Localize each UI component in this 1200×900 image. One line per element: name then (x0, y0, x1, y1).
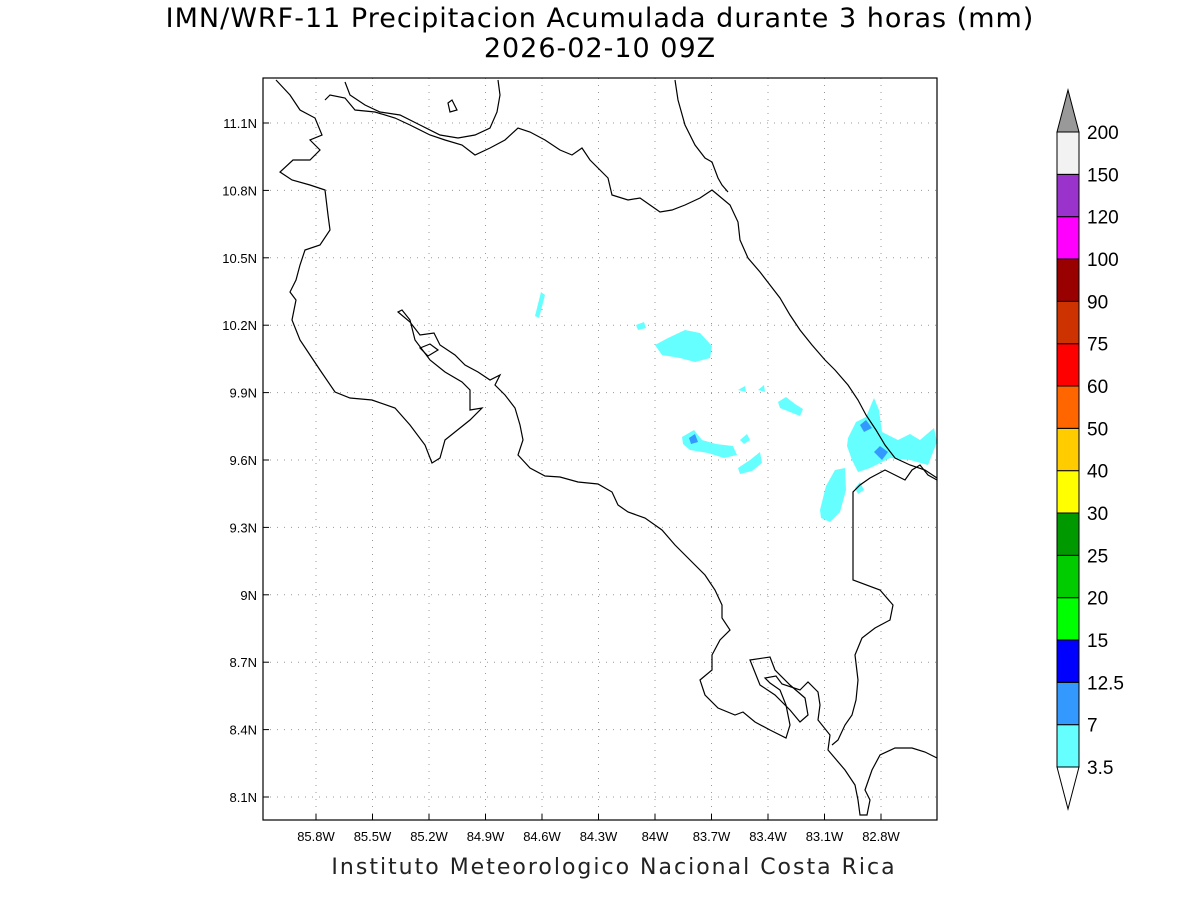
lat-tick-label: 8.1N (230, 790, 257, 805)
san-juan-river (344, 79, 501, 139)
pacific-coastline (275, 79, 938, 816)
map-footer-credit: Instituto Meteorologico Nacional Costa R… (331, 855, 897, 880)
lat-tick-label: 11.1N (223, 116, 257, 131)
colorbar-swatch (1056, 216, 1080, 260)
osa-peninsula-coast (749, 656, 809, 723)
latitude-axis: 8.1N 8.4N 8.7N 9N 9.3N 9.6N 9.9N 10.2N 10.5N 10.8… (222, 116, 269, 805)
precip-area-central-6 (778, 397, 803, 416)
colorbar-swatch (1056, 724, 1080, 768)
colorbar-swatch (1056, 300, 1080, 345)
precip-area-moderate-2 (874, 446, 888, 460)
lon-tick-label: 82.8W (862, 829, 900, 844)
colorbar-label: 25 (1087, 546, 1108, 567)
lat-tick-label: 9.9N (230, 386, 257, 401)
lat-tick-label: 9.6N (230, 453, 257, 468)
lat-tick-label: 9N (240, 588, 257, 603)
colorbar-label: 120 (1087, 208, 1119, 229)
lake-island (447, 99, 458, 113)
colorbar-over-arrow (1056, 88, 1080, 133)
colorbar-label: 75 (1087, 335, 1108, 356)
colorbar-swatch (1056, 681, 1080, 726)
colorbar-label: 30 (1087, 504, 1108, 525)
colorbar-label: 3.5 (1087, 758, 1113, 779)
colorbar-label: 150 (1087, 165, 1119, 186)
lon-tick-label: 83.4W (749, 829, 787, 844)
colorbar-swatch (1056, 512, 1080, 556)
colorbar-swatch (1056, 554, 1080, 599)
colorbar-label: 7 (1087, 716, 1098, 737)
lon-tick-label: 85.5W (354, 829, 392, 844)
precip-area-caribbean-1 (820, 468, 846, 522)
colorbar-label: 15 (1087, 631, 1108, 652)
lon-tick-label: 84.3W (580, 829, 618, 844)
colorbar-swatch (1056, 343, 1080, 387)
map-title: IMN/WRF-11 Precipitacion Acumulada duran… (165, 3, 1035, 34)
colorbar-swatch (1056, 173, 1080, 218)
lon-tick-label: 84.6W (523, 829, 561, 844)
caribbean-coast (674, 79, 729, 193)
colorbar-swatch (1056, 385, 1080, 429)
precip-area-central-1 (655, 330, 712, 362)
colorbar-swatch (1056, 427, 1080, 472)
colorbar-label: 200 (1087, 123, 1119, 144)
precip-area-caribbean-2 (847, 398, 937, 472)
precip-area-north-1 (535, 292, 545, 318)
colorbar-label: 40 (1087, 462, 1108, 483)
lon-tick-label: 85.8W (297, 829, 335, 844)
precip-area-caribbean-3 (855, 482, 864, 494)
colorbar-swatch (1056, 597, 1080, 641)
colorbar-label: 90 (1087, 292, 1108, 313)
colorbar-label: 20 (1087, 589, 1108, 610)
lon-tick-label: 83.7W (693, 829, 731, 844)
colorbar-under-arrow (1056, 766, 1080, 811)
precip-area-central-5 (740, 434, 750, 444)
colorbar-label: 50 (1087, 419, 1108, 440)
lat-tick-label: 8.7N (230, 655, 257, 670)
precip-area-central-2 (636, 322, 646, 330)
precip-area-moderate-3 (689, 434, 698, 444)
colorbar-swatch (1056, 639, 1080, 683)
lat-tick-label: 10.5N (222, 251, 257, 266)
lon-tick-label: 83.1W (806, 829, 844, 844)
colorbar-swatch (1056, 131, 1080, 175)
nicaragua-border-and-lake (324, 94, 938, 479)
longitude-axis: 85.8W 85.5W 85.2W 84.9W 84.6W 84.3W 84W 83.7W 83… (297, 814, 901, 844)
lon-tick-label: 84W (642, 829, 669, 844)
lon-tick-label: 84.9W (467, 829, 505, 844)
lat-tick-label: 9.3N (230, 520, 257, 535)
precip-area-central-3 (682, 430, 737, 458)
panama-border (831, 464, 938, 746)
map-frame (262, 77, 938, 821)
lat-tick-label: 10.2N (222, 318, 257, 333)
lon-tick-label: 85.2W (410, 829, 448, 844)
colorbar-swatch (1056, 470, 1080, 514)
colorbar-swatch (1056, 258, 1080, 302)
color-legend: 3.5 7 12.5 15 20 25 30 40 50 60 75 90 100 120 150 200 (1056, 88, 1124, 811)
map-subtitle: 2026-02-10 09Z (483, 33, 717, 64)
precip-area-central-7 (738, 385, 765, 392)
coastline-and-borders (275, 79, 938, 816)
precip-area-central-4 (738, 452, 762, 474)
precipitation-fields (535, 292, 937, 522)
map-grid (263, 78, 937, 820)
colorbar-label: 12.5 (1087, 673, 1124, 694)
colorbar-label: 100 (1087, 250, 1119, 271)
precip-area-moderate-1 (860, 420, 872, 432)
lat-tick-label: 10.8N (222, 183, 257, 198)
lat-tick-label: 8.4N (230, 723, 257, 738)
colorbar-label: 60 (1087, 377, 1108, 398)
nicoya-island-coast (418, 343, 440, 357)
